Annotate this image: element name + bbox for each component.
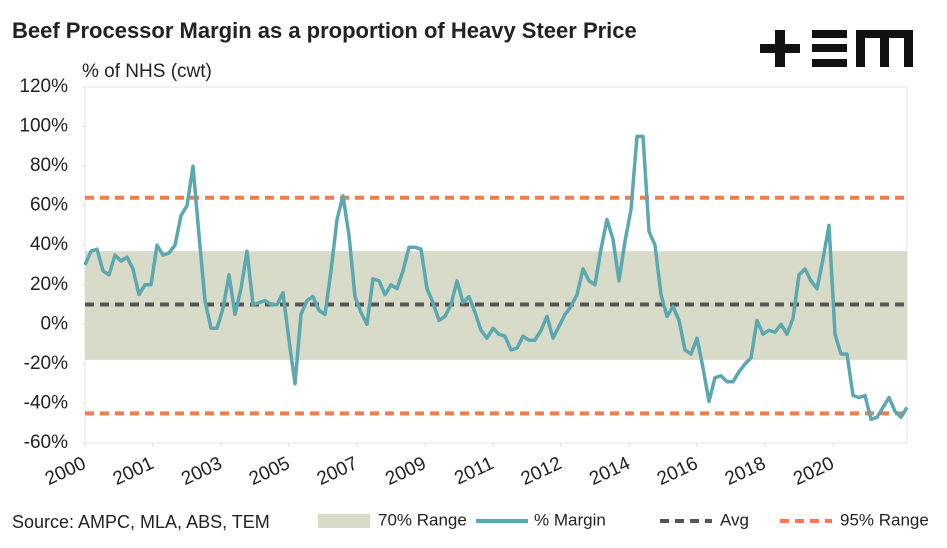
x-tick-label: 2009 [382, 453, 429, 490]
y-tick-label: -60% [24, 432, 68, 453]
x-tick-label: 2011 [451, 453, 497, 489]
legend-label: 95% Range [840, 510, 929, 529]
series-line [83, 134, 909, 422]
legend-swatch [318, 514, 370, 528]
y-tick-label: 0% [41, 313, 69, 334]
y-tick-label: 20% [30, 274, 68, 295]
x-tick-label: 2018 [722, 453, 769, 490]
y-axis-label: % of NHS (cwt) [82, 61, 212, 82]
y-tick-label: -40% [24, 392, 68, 413]
source: Source: AMPC, MLA, ABS, TEM [12, 512, 270, 532]
y-tick-label: 80% [30, 155, 68, 176]
x-tick-label: 2003 [178, 453, 225, 490]
y-tick-label: -20% [24, 353, 68, 374]
logo [760, 30, 913, 67]
y-tick-label: 60% [30, 195, 68, 216]
y-tick-label: 120% [19, 76, 68, 97]
y-tick-label: 100% [19, 116, 68, 137]
y-tick-label: 40% [30, 234, 68, 255]
x-tick-label: 2007 [314, 453, 361, 490]
x-tick-label: 2000 [42, 453, 89, 490]
legend-label: % Margin [534, 510, 606, 529]
legend-label: 70% Range [378, 510, 467, 529]
x-tick-label: 2005 [246, 453, 293, 490]
x-tick-label: 2012 [518, 453, 565, 490]
legend-label: Avg [720, 510, 749, 529]
x-tick-label: 2016 [654, 453, 701, 490]
chart-title: Beef Processor Margin as a proportion of… [12, 18, 637, 43]
x-tick-label: 2020 [790, 453, 837, 490]
x-tick-label: 2014 [586, 453, 634, 490]
x-tick-label: 2001 [110, 453, 157, 490]
